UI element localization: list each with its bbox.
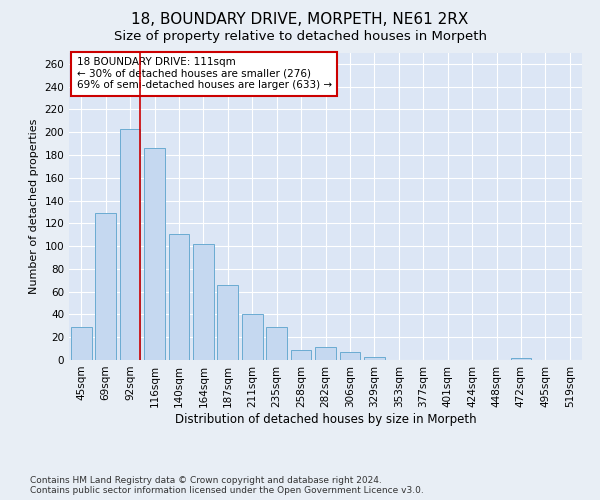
Bar xyxy=(315,348,336,360)
Bar xyxy=(364,356,385,360)
Y-axis label: Number of detached properties: Number of detached properties xyxy=(29,118,39,294)
Text: Contains HM Land Registry data © Crown copyright and database right 2024.
Contai: Contains HM Land Registry data © Crown c… xyxy=(30,476,424,495)
Bar xyxy=(340,352,361,360)
Bar xyxy=(71,327,92,360)
Bar xyxy=(290,350,311,360)
Text: Size of property relative to detached houses in Morpeth: Size of property relative to detached ho… xyxy=(113,30,487,43)
Bar xyxy=(169,234,190,360)
Bar xyxy=(119,129,140,360)
Text: 18 BOUNDARY DRIVE: 111sqm
← 30% of detached houses are smaller (276)
69% of semi: 18 BOUNDARY DRIVE: 111sqm ← 30% of detac… xyxy=(77,57,332,90)
Bar xyxy=(95,213,116,360)
Bar xyxy=(217,285,238,360)
Bar xyxy=(242,314,263,360)
X-axis label: Distribution of detached houses by size in Morpeth: Distribution of detached houses by size … xyxy=(175,412,476,426)
Bar xyxy=(193,244,214,360)
Bar xyxy=(266,327,287,360)
Text: 18, BOUNDARY DRIVE, MORPETH, NE61 2RX: 18, BOUNDARY DRIVE, MORPETH, NE61 2RX xyxy=(131,12,469,28)
Bar xyxy=(144,148,165,360)
Bar xyxy=(511,358,532,360)
